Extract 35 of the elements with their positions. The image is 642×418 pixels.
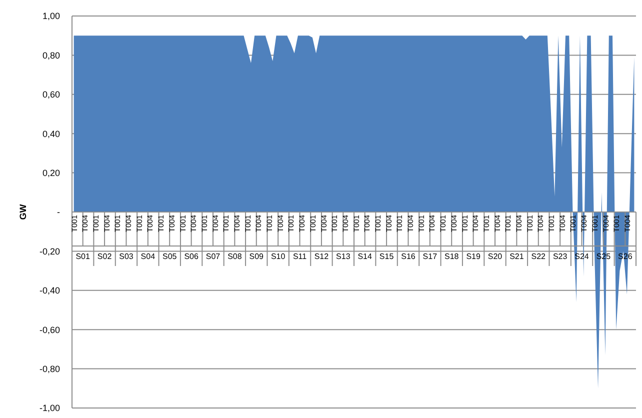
y-tick-label: -0,40 (39, 286, 60, 296)
y-tick-label: 1,00 (42, 11, 60, 22)
annotation: S21 (510, 252, 524, 261)
y-tick-label: 0,40 (42, 128, 60, 139)
y-tick-label: - (57, 207, 60, 218)
annotation: S05 (162, 252, 178, 261)
y-tick-label: 0,20 (42, 168, 60, 178)
y-tick-label: 0,80 (42, 50, 60, 60)
y-tick-label: 0,60 (42, 90, 60, 100)
annotation: S14 (358, 252, 373, 261)
annotation: S19 (466, 252, 481, 261)
annotation: S07 (206, 252, 221, 261)
annotation: S20 (488, 252, 503, 261)
annotation: S06 (184, 252, 199, 261)
annotation: S16 (401, 252, 416, 261)
annotation: S04 (140, 252, 156, 261)
annotation: S23 (552, 252, 568, 261)
annotation: S12 (314, 252, 330, 261)
y-axis-title: GW (18, 204, 28, 220)
y-tick-label: -0,20 (39, 246, 60, 256)
annotation: S13 (336, 252, 351, 261)
annotation: S17 (422, 252, 438, 261)
annotation: S02 (97, 252, 112, 261)
y-tick-label: -1,00 (39, 403, 60, 414)
y-tick-label: -0,80 (39, 364, 60, 374)
annotation: S22 (531, 252, 546, 261)
annotation: S09 (249, 252, 264, 261)
annotation: S18 (444, 252, 460, 261)
y-tick-label: -0,60 (39, 324, 60, 335)
annotation: S01 (76, 252, 91, 261)
annotation: S10 (270, 252, 286, 261)
annotation: S11 (292, 252, 308, 261)
annotation: S08 (228, 252, 242, 261)
annotation: S15 (379, 252, 394, 261)
annotation: S03 (119, 252, 134, 261)
